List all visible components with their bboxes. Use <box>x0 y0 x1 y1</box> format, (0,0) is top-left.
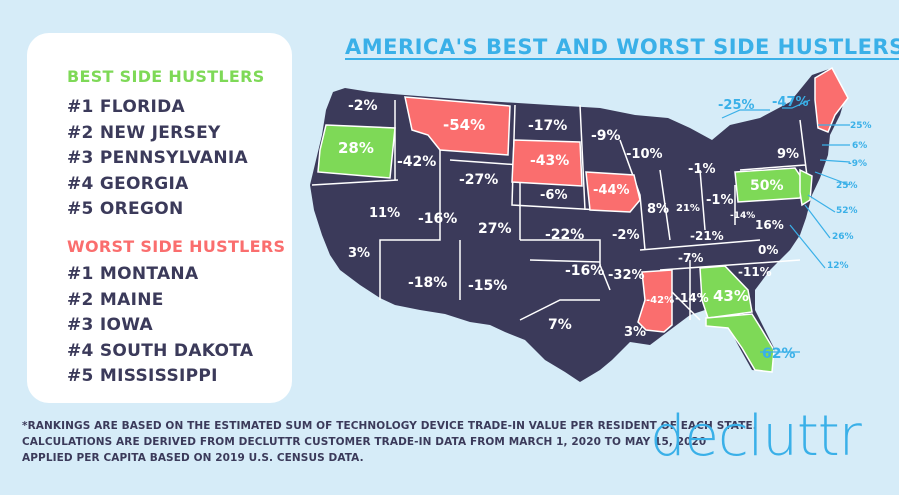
label-iowa: -44% <box>593 183 630 198</box>
label-alabama: -14% <box>675 291 709 305</box>
best-item-5: #5 OREGON <box>67 199 184 219</box>
label-washington: -2% <box>348 98 378 114</box>
label-virginia: 16% <box>755 218 784 232</box>
label-wisconsin: -10% <box>626 147 663 162</box>
footnote-line-3: APPLIED PER CAPITA BASED ON 2019 U.S. CE… <box>22 452 364 464</box>
label-new-jersey: 52% <box>836 206 858 216</box>
footnote-line-2: CALCULATIONS ARE DERIVED FROM DECLUTTR C… <box>22 436 707 448</box>
state-montana[interactable] <box>404 96 511 156</box>
label-missouri: -2% <box>612 228 639 243</box>
best-heading: BEST SIDE HUSTLERS <box>67 67 265 86</box>
label-maryland: 12% <box>827 261 849 271</box>
label-kentucky: -21% <box>690 229 724 243</box>
label-south-dakota: -43% <box>530 153 569 169</box>
state-mississippi[interactable] <box>637 269 673 333</box>
label-rhode-island: -9% <box>848 159 867 169</box>
label-michigan: -1% <box>688 162 715 177</box>
label-illinois: 8% <box>647 202 669 217</box>
state-labels: -2% 28% -42% -54% -27% -17% -43% -9% -10… <box>338 95 872 362</box>
label-vermont: -25% <box>718 98 755 113</box>
label-arizona: -18% <box>408 275 447 291</box>
label-south-carolina: -11% <box>738 265 772 279</box>
label-minnesota: -9% <box>591 128 621 144</box>
label-florida: 62% <box>762 346 796 362</box>
worst-item-2: #2 MAINE <box>67 289 164 310</box>
state-new-jersey[interactable] <box>799 168 813 207</box>
state-maine[interactable] <box>814 66 849 133</box>
label-arkansas: -32% <box>608 268 645 283</box>
worst-item-1: #1 MONTANA <box>67 264 199 284</box>
label-indiana: 21% <box>676 203 700 214</box>
label-mississippi: -42% <box>646 295 674 306</box>
label-nevada: 11% <box>369 206 400 221</box>
label-nebraska: -6% <box>540 188 567 203</box>
footnote-line-1: *RANKINGS ARE BASED ON THE ESTIMATED SUM… <box>22 420 757 432</box>
legend-panel: BEST SIDE HUSTLERS #1 FLORIDA #2 NEW JER… <box>27 33 292 403</box>
label-massachusetts: 6% <box>852 141 867 151</box>
worst-item-5: #5 MISSISSIPPI <box>67 366 218 386</box>
state-georgia[interactable] <box>699 265 753 319</box>
label-connecticut: 25% <box>836 181 858 191</box>
state-south-dakota[interactable] <box>511 139 583 187</box>
best-item-2: #2 NEW JERSEY <box>67 122 221 143</box>
label-maine: -47% <box>772 95 809 110</box>
best-item-4: #4 GEORGIA <box>67 173 189 194</box>
label-wyoming: -27% <box>459 172 498 188</box>
label-kansas: -22% <box>545 227 584 243</box>
label-north-carolina: 0% <box>758 243 778 257</box>
worst-heading: WORST SIDE HUSTLERS <box>67 237 286 256</box>
label-new-hampshire: 25% <box>850 121 872 131</box>
label-oregon: 28% <box>338 139 374 157</box>
decluttr-logo: decluttr <box>650 404 862 469</box>
label-tennessee: -7% <box>678 251 703 265</box>
label-georgia: 43% <box>713 287 749 305</box>
label-idaho: -42% <box>397 154 436 170</box>
state-borders <box>311 100 811 321</box>
label-delaware: 26% <box>832 232 854 242</box>
label-north-dakota: -17% <box>528 118 567 134</box>
label-utah: -16% <box>418 211 457 227</box>
label-texas: 7% <box>548 317 572 333</box>
best-list: #1 FLORIDA #2 NEW JERSEY #3 PENNSYLVANIA… <box>67 95 248 223</box>
label-ohio: -1% <box>706 193 733 208</box>
label-louisiana: 3% <box>624 325 646 340</box>
label-colorado: 27% <box>478 221 512 237</box>
state-florida[interactable] <box>705 313 775 373</box>
best-item-3: #3 PENNSYLVANIA <box>67 148 248 168</box>
label-pennsylvania: 50% <box>750 178 784 194</box>
worst-item-3: #3 IOWA <box>67 315 154 335</box>
callout-lines <box>721 99 851 353</box>
best-item-1: #1 FLORIDA <box>67 97 185 117</box>
worst-list: #1 MONTANA #2 MAINE #3 IOWA #4 SOUTH DAK… <box>67 262 253 390</box>
label-new-mexico: -15% <box>468 278 507 294</box>
label-oklahoma: -16% <box>565 263 604 279</box>
label-california: 3% <box>348 246 370 261</box>
label-montana: -54% <box>443 116 485 134</box>
label-west-virginia: -14% <box>730 211 755 221</box>
footnote: *RANKINGS ARE BASED ON THE ESTIMATED SUM… <box>22 418 757 466</box>
worst-item-4: #4 SOUTH DAKOTA <box>67 340 254 361</box>
state-iowa[interactable] <box>585 171 641 213</box>
page-title: AMERICA'S BEST AND WORST SIDE HUSTLERS <box>345 35 899 59</box>
state-oregon[interactable] <box>317 124 396 179</box>
label-new-york: 9% <box>777 147 799 162</box>
